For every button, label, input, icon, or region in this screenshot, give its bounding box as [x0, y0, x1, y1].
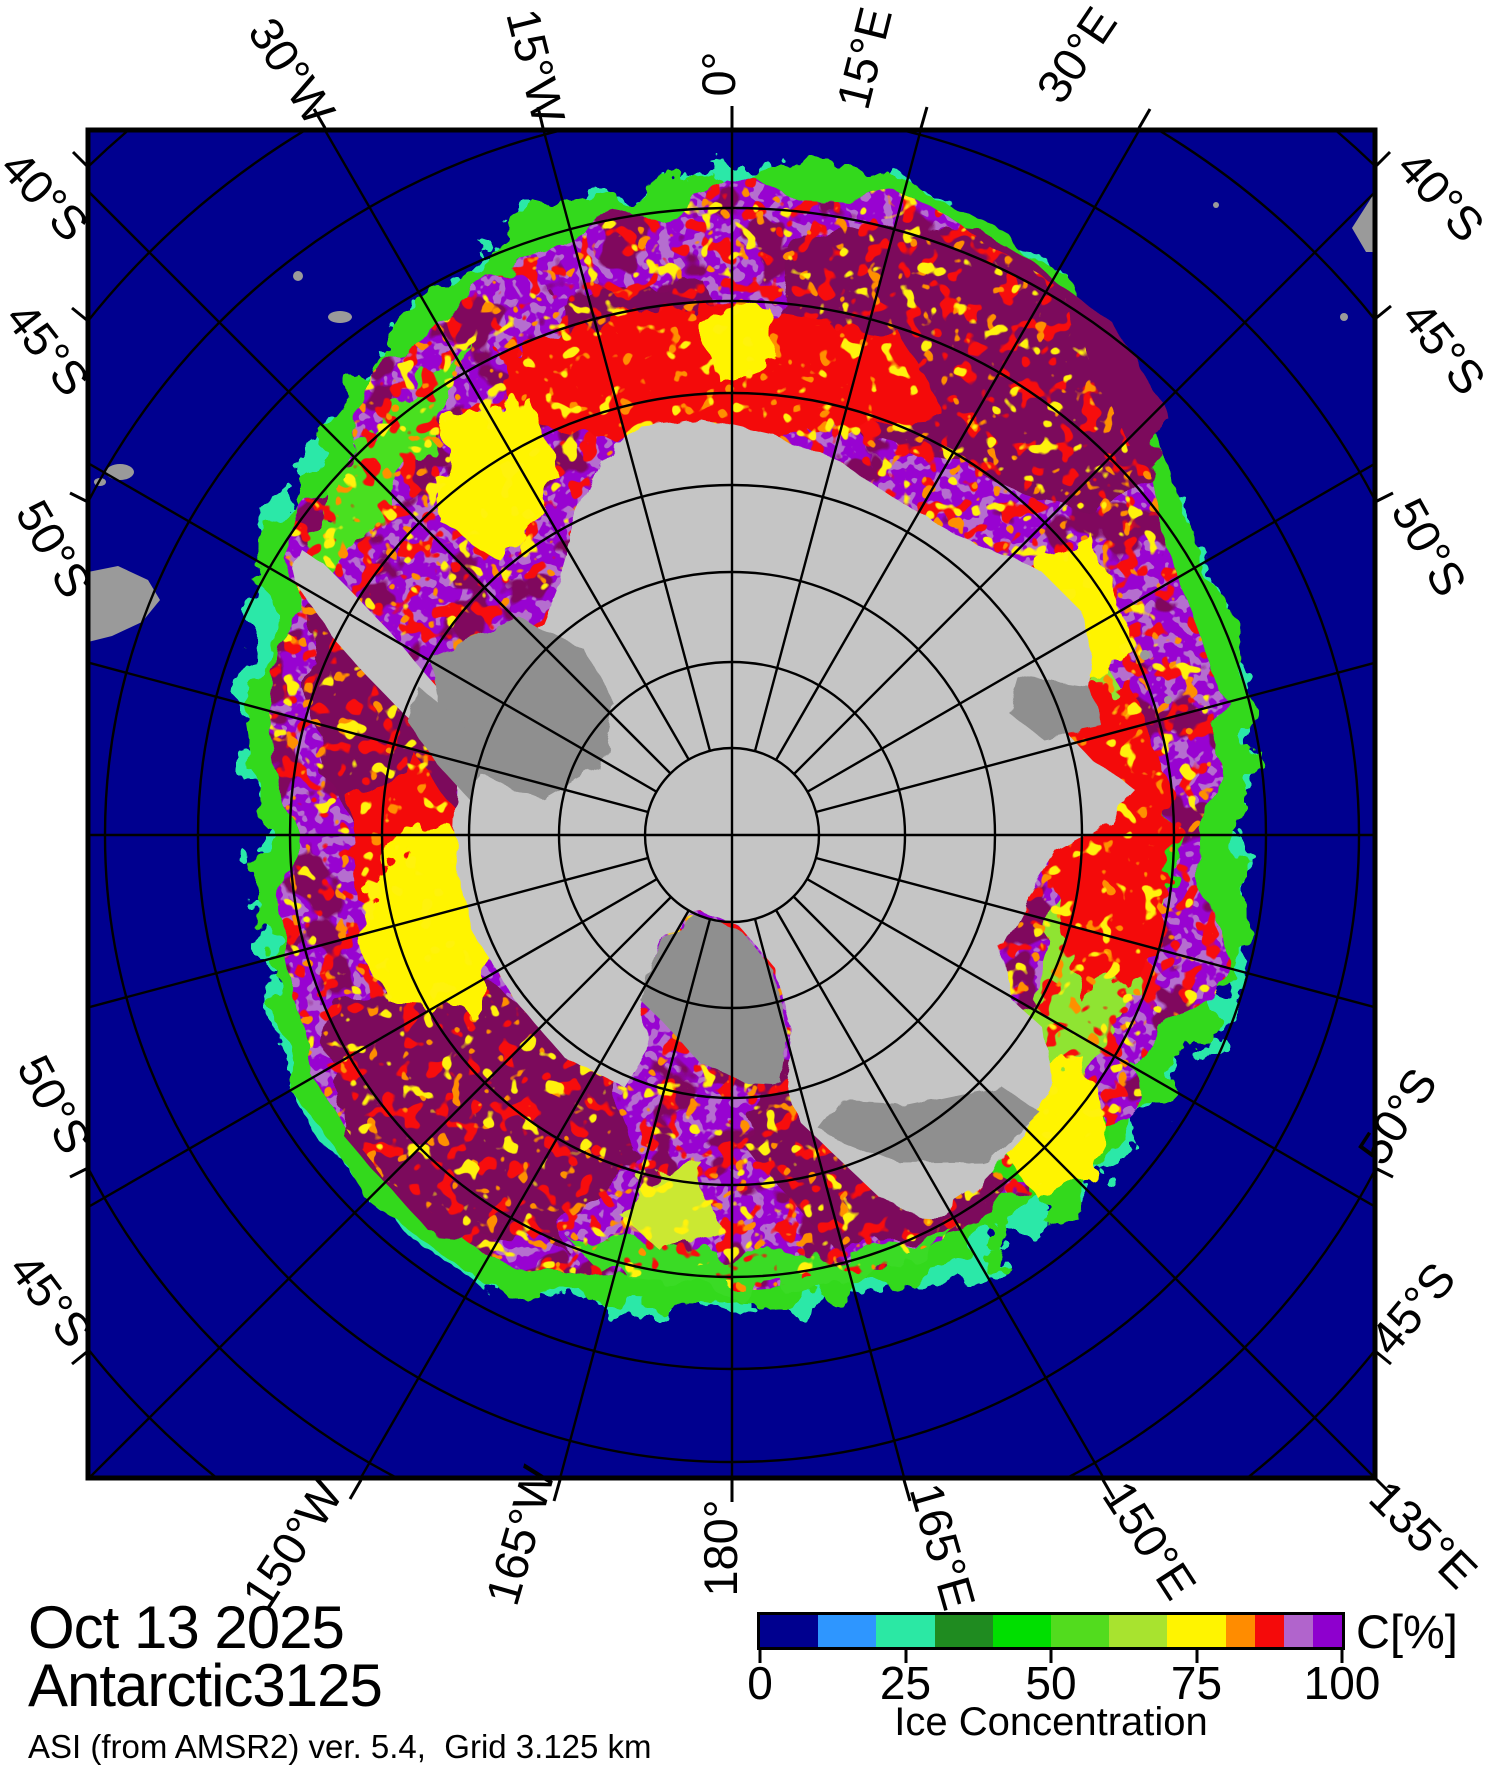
- lon-label-165e: 165°E: [900, 1477, 986, 1615]
- kerguelen-island: [1140, 650, 1150, 660]
- colorbar-segment: [876, 1615, 935, 1647]
- colorbar-ticks: [758, 1650, 1344, 1663]
- lon-label-165w: 165°W: [475, 1459, 565, 1610]
- lon-label-30w: 30°W: [238, 8, 346, 134]
- colorbar-segment: [934, 1615, 993, 1647]
- larsen-ice-shelf: [408, 688, 485, 800]
- colorbar-tick-label: 0: [747, 1657, 773, 1709]
- colorbar-segment: [1167, 1615, 1226, 1647]
- colorbar-segment: [992, 1615, 1052, 1647]
- colorbar-segment: [818, 1615, 877, 1647]
- colorbar-tick: [904, 1650, 907, 1663]
- island-speck-2: [1213, 202, 1219, 208]
- falkland-islands: [106, 464, 134, 480]
- lon-label-135e: 135°E: [1359, 1470, 1487, 1598]
- colorbar-tick: [1195, 1650, 1198, 1663]
- heard-island: [1164, 696, 1172, 704]
- date-label: Oct 13 2025: [28, 1594, 345, 1661]
- island-speck-3: [1340, 313, 1348, 321]
- colorbar-segment: [1283, 1615, 1313, 1647]
- colorbar-unit-label: C[%]: [1356, 1605, 1458, 1658]
- lon-label-30e: 30°E: [1026, 0, 1127, 112]
- colorbar-segments: [757, 1612, 1345, 1650]
- south-georgia-island: [328, 311, 352, 323]
- colorbar-tick-label: 75: [1170, 1657, 1223, 1709]
- title-block: Oct 13 2025 Antarctic3125 ASI (from AMSR…: [28, 1594, 652, 1765]
- lat-label-right-45s: 45°S: [1392, 291, 1488, 404]
- antarctica-landmass: [292, 418, 1135, 1218]
- map-frame: [85, 127, 1378, 1481]
- lat-label-right-50s: 50°S: [1381, 489, 1477, 604]
- lat-label-left-45s: 45°S: [0, 292, 100, 405]
- lon-label-0: 0°: [692, 52, 745, 97]
- antarctica-continent: [455, 418, 1135, 1218]
- lon-label-15e: 15°E: [826, 2, 902, 114]
- colorbar-tick: [758, 1650, 762, 1663]
- region-label: Antarctic3125: [28, 1652, 383, 1719]
- colorbar-segment: [1312, 1615, 1342, 1647]
- colorbar-segment: [1254, 1615, 1284, 1647]
- lon-label-150e: 150°E: [1093, 1472, 1207, 1609]
- colorbar-tick-label: 50: [1025, 1657, 1077, 1709]
- lat-label-left-40s: 40°S: [0, 140, 99, 251]
- source-label: ASI (from AMSR2) ver. 5.4, Grid 3.125 km: [28, 1728, 652, 1765]
- colorbar-tick-label: 25: [879, 1657, 932, 1709]
- africa-southern-tip: [1352, 192, 1375, 252]
- ross-ice-shelf: [640, 915, 788, 1082]
- colorbar-segment: [1051, 1615, 1110, 1647]
- map-ticks: [69, 106, 1394, 1502]
- colorbar-segment: [760, 1615, 819, 1647]
- colorbar-segment: [1109, 1615, 1168, 1647]
- south-america-tip: [88, 566, 160, 642]
- lat-label-right-40s: 40°S: [1387, 140, 1488, 252]
- lon-label-180: 180°: [694, 1499, 747, 1596]
- colorbar-segment: [1225, 1615, 1255, 1647]
- colorbar-caption: Ice Concentration: [894, 1700, 1208, 1744]
- colorbar-tick-labels: 0 25 50 75 100: [747, 1656, 1380, 1709]
- island-speck-1: [293, 271, 303, 281]
- colorbar-tick: [1340, 1650, 1344, 1663]
- amery-ice-shelf: [1008, 678, 1102, 738]
- lon-label-15w: 15°W: [496, 4, 576, 129]
- colorbar-tick-label: 100: [1303, 1657, 1381, 1709]
- colorbar-tick: [1049, 1650, 1053, 1663]
